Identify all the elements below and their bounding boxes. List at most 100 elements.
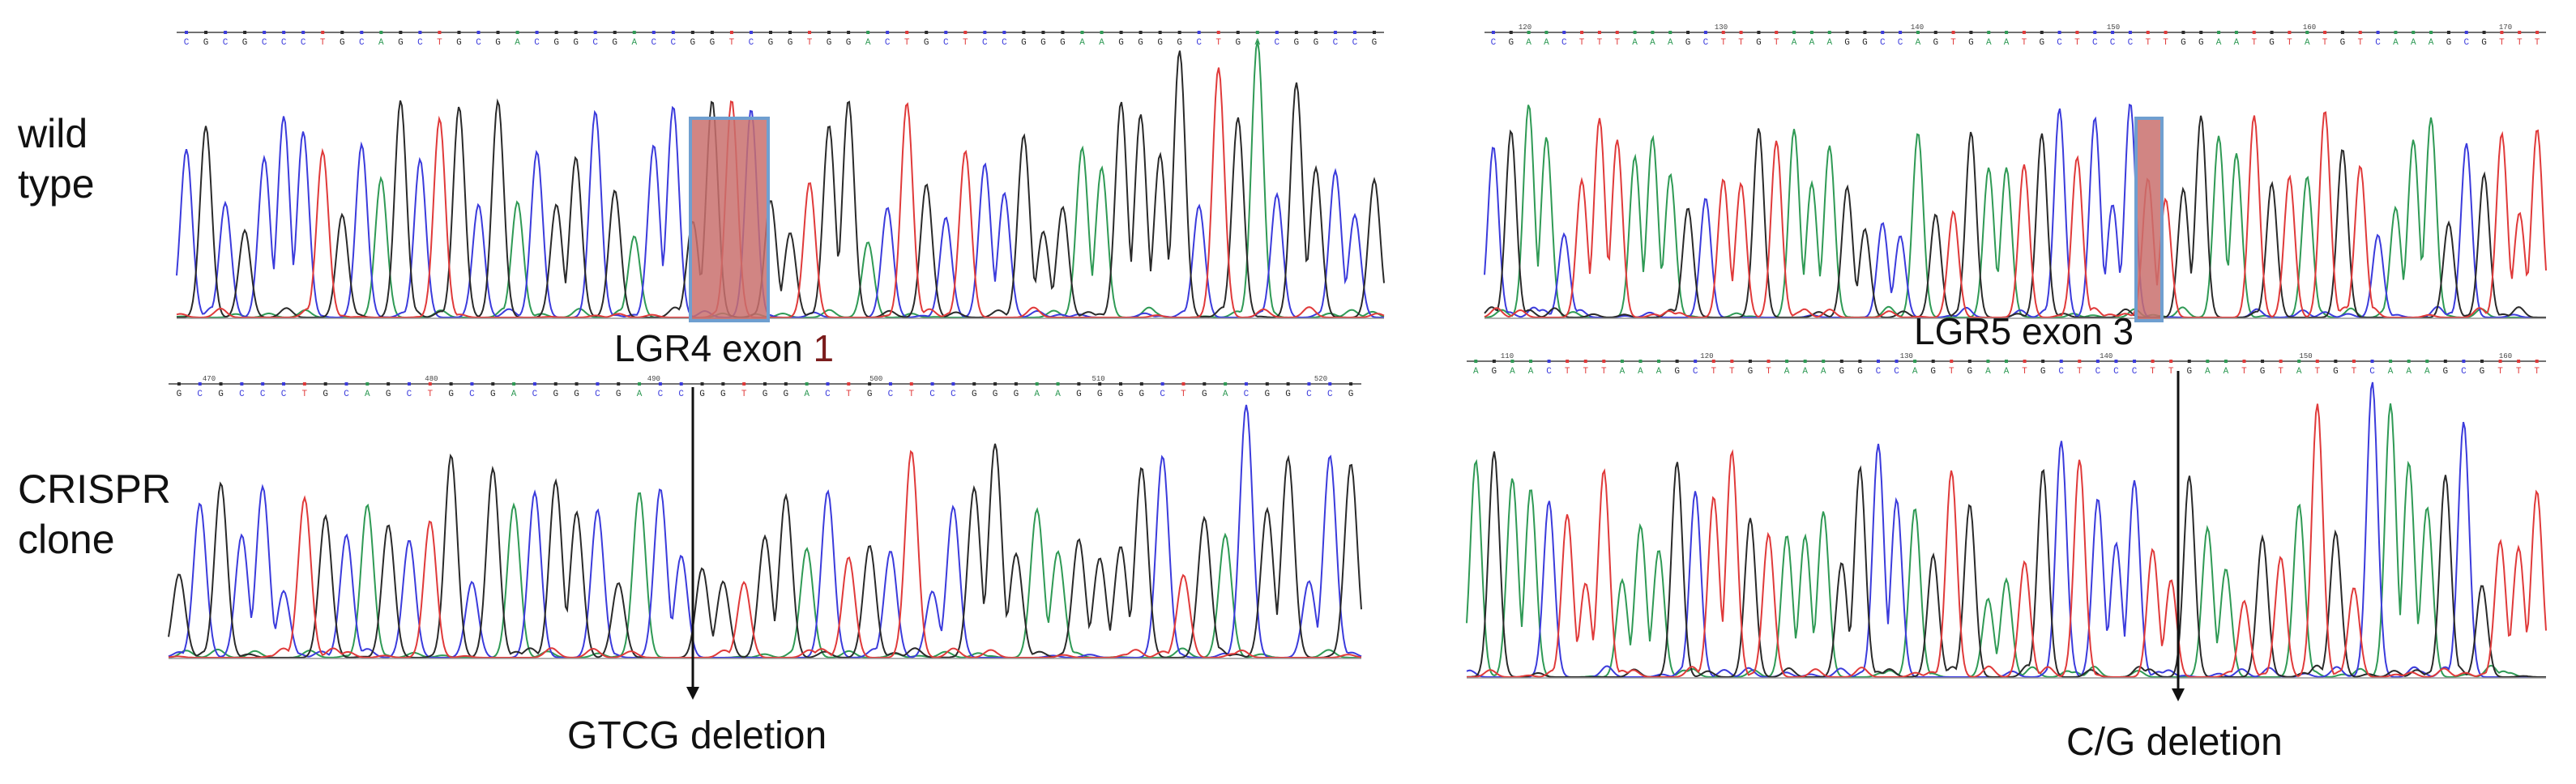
base-call: G <box>2333 367 2339 377</box>
ruler-tick <box>1080 31 1084 34</box>
lgr5-target-highlight <box>2134 117 2164 322</box>
ruler-position-label: 510 <box>1091 375 1104 383</box>
ruler-tick <box>679 382 683 386</box>
base-call: C <box>1491 38 1497 48</box>
ruler-tick <box>1491 31 1495 34</box>
ruler-tick <box>1803 360 1807 363</box>
ruler-tick <box>1119 382 1123 386</box>
base-call: T <box>2022 38 2027 48</box>
base-call: G <box>827 38 832 48</box>
base-call: G <box>574 390 579 399</box>
base-call: G <box>1748 367 1754 377</box>
base-call: A <box>1632 38 1638 48</box>
ruler-tick <box>1181 382 1185 386</box>
base-call: C <box>2463 38 2469 48</box>
base-call: G <box>699 390 705 399</box>
base-call: G <box>768 38 774 48</box>
base-call: C <box>1561 38 1567 48</box>
base-call: G <box>1492 367 1497 377</box>
ruler-tick <box>1216 31 1220 34</box>
ruler-tick <box>1035 382 1039 386</box>
ruler-tick <box>638 382 642 386</box>
ruler-tick <box>418 31 422 34</box>
base-call: A <box>2004 367 2010 377</box>
base-call: C <box>2461 367 2467 377</box>
trace-line <box>168 404 1362 659</box>
base-call: G <box>2446 38 2452 48</box>
ruler-tick <box>2224 360 2228 363</box>
ruler-tick <box>553 382 557 386</box>
ruler-tick <box>2234 31 2238 34</box>
lgr5-crispr-trace: 110 120 130 140 150 160 A G A A C T T T A A A G C T T G T A A A G G… <box>1466 352 2547 679</box>
base-call: G <box>788 38 793 48</box>
base-call: T <box>2352 367 2357 377</box>
base-call: T <box>1774 38 1779 48</box>
base-call: G <box>323 390 328 399</box>
base-call: G <box>1314 38 1319 48</box>
ruler-tick <box>535 31 539 34</box>
ruler-tick <box>710 31 714 34</box>
base-call: C <box>1002 38 1007 48</box>
base-call: G <box>1235 38 1241 48</box>
base-call: G <box>1138 38 1143 48</box>
row-label-crispr-clone: CRISPR clone <box>18 464 171 565</box>
ruler-tick <box>1876 360 1880 363</box>
ruler-tick <box>886 31 890 34</box>
ruler-tick <box>1951 31 1955 34</box>
ruler-tick <box>2114 360 2118 363</box>
lgr4-caption-digit: 1 <box>813 327 834 369</box>
ruler-tick <box>1620 360 1624 363</box>
base-call: C <box>678 390 684 399</box>
base-call: C <box>825 390 831 399</box>
base-call: A <box>1985 367 1991 377</box>
ruler-tick <box>1711 360 1715 363</box>
base-call: G <box>1857 367 1863 377</box>
base-call: G <box>1685 38 1691 48</box>
ruler-tick <box>1792 31 1796 34</box>
base-call: A <box>2234 38 2240 48</box>
ruler-position-label: 120 <box>1519 23 1532 32</box>
ruler-tick <box>1657 360 1661 363</box>
ruler-tick <box>983 31 987 34</box>
ruler-tick <box>261 382 265 386</box>
ruler-tick <box>1895 360 1899 363</box>
ruler-tick <box>1822 360 1826 363</box>
row-label-wild-type-line2: type <box>18 161 95 207</box>
ruler-tick <box>2270 31 2274 34</box>
ruler-tick <box>2078 360 2082 363</box>
base-call: C <box>658 390 664 399</box>
base-call: C <box>1898 38 1903 48</box>
base-call: T <box>1601 367 1607 377</box>
ruler-position-label: 490 <box>647 375 660 383</box>
ruler-tick <box>1721 31 1725 34</box>
trace-line <box>1484 111 2547 318</box>
base-call: T <box>729 38 735 48</box>
ruler-tick <box>1236 31 1240 34</box>
base-call: G <box>2198 38 2204 48</box>
base-call: G <box>386 390 391 399</box>
ruler-tick <box>2480 360 2484 363</box>
base-call: T <box>1950 38 1956 48</box>
ruler-tick <box>387 382 391 386</box>
base-call: C <box>1894 367 1899 377</box>
base-call: C <box>1306 390 1312 399</box>
base-call: T <box>963 38 968 48</box>
ruler-tick <box>1203 382 1207 386</box>
base-call: A <box>1986 38 1992 48</box>
ruler-tick <box>1255 31 1259 34</box>
ruler-tick <box>1177 31 1181 34</box>
ruler-tick <box>671 31 675 34</box>
base-call: C <box>534 38 540 48</box>
base-call: G <box>1097 390 1103 399</box>
ruler-tick <box>1748 360 1752 363</box>
trace-line <box>176 67 1385 319</box>
base-call: G <box>340 38 345 48</box>
ruler-tick <box>1839 360 1843 363</box>
base-call: G <box>1264 390 1270 399</box>
ruler-tick <box>2518 31 2522 34</box>
base-call: T <box>1720 38 1726 48</box>
ruler-tick <box>1547 360 1551 363</box>
ruler-tick <box>1881 31 1885 34</box>
lgr4-target-highlight <box>689 117 770 322</box>
